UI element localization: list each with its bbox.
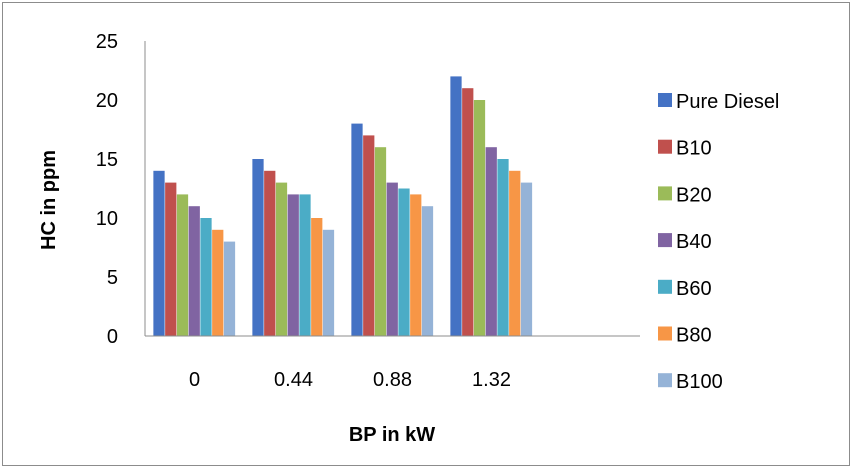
x-tick-label: 0 (189, 369, 200, 391)
legend-label: Pure Diesel (676, 91, 779, 113)
bar (176, 194, 189, 336)
bar (264, 170, 276, 336)
bar (275, 182, 288, 336)
bar (212, 229, 224, 336)
legend: Pure Diesel B10 B20 B40 B60 B80 B100 (658, 91, 779, 393)
bar (410, 194, 422, 336)
bar (473, 100, 486, 336)
bar (153, 170, 165, 336)
bar (485, 147, 497, 336)
bar (462, 88, 474, 336)
bar (450, 76, 462, 337)
bar (223, 241, 236, 336)
y-tick-label: 10 (96, 208, 118, 230)
legend-label: B10 (676, 138, 712, 160)
x-axis-title: BP in kW (349, 424, 435, 446)
bar (165, 182, 177, 336)
x-tick-label: 0.88 (373, 369, 412, 391)
y-tick-label: 5 (107, 267, 118, 289)
bar (351, 123, 363, 336)
legend-label: B40 (676, 231, 712, 253)
bars (153, 76, 533, 337)
legend-label: B20 (676, 184, 712, 206)
bar (398, 188, 410, 336)
bar (299, 194, 311, 336)
bar (509, 170, 521, 336)
x-tick-labels: 0 0.44 0.88 1.32 (189, 369, 511, 391)
legend-swatch (658, 139, 672, 154)
legend-label: B60 (676, 278, 712, 300)
bar (497, 159, 509, 336)
bar (322, 229, 335, 336)
bar (520, 182, 533, 336)
bar (421, 206, 434, 336)
legend-label: B100 (676, 371, 723, 393)
y-axis-title: HC in ppm (38, 150, 60, 250)
y-tick-labels: 0 5 10 15 20 25 (96, 31, 118, 348)
bar (363, 135, 375, 336)
y-tick-label: 25 (96, 31, 118, 53)
y-tick-label: 20 (96, 90, 118, 112)
y-tick-label: 15 (96, 149, 118, 171)
legend-label: B80 (676, 325, 712, 347)
legend-swatch (658, 279, 672, 294)
legend-swatch (658, 373, 672, 388)
bar (188, 206, 200, 336)
legend-swatch (658, 186, 672, 201)
bar (200, 218, 212, 336)
bar (252, 159, 264, 336)
bar (311, 218, 323, 336)
legend-swatch (658, 326, 672, 341)
x-tick-label: 1.32 (472, 369, 511, 391)
legend-swatch (658, 233, 672, 248)
bar (374, 147, 387, 336)
bar (386, 182, 398, 336)
legend-swatch (658, 93, 672, 107)
bar (287, 194, 299, 336)
y-tick-label: 0 (107, 326, 118, 348)
x-tick-label: 0.44 (274, 369, 313, 391)
